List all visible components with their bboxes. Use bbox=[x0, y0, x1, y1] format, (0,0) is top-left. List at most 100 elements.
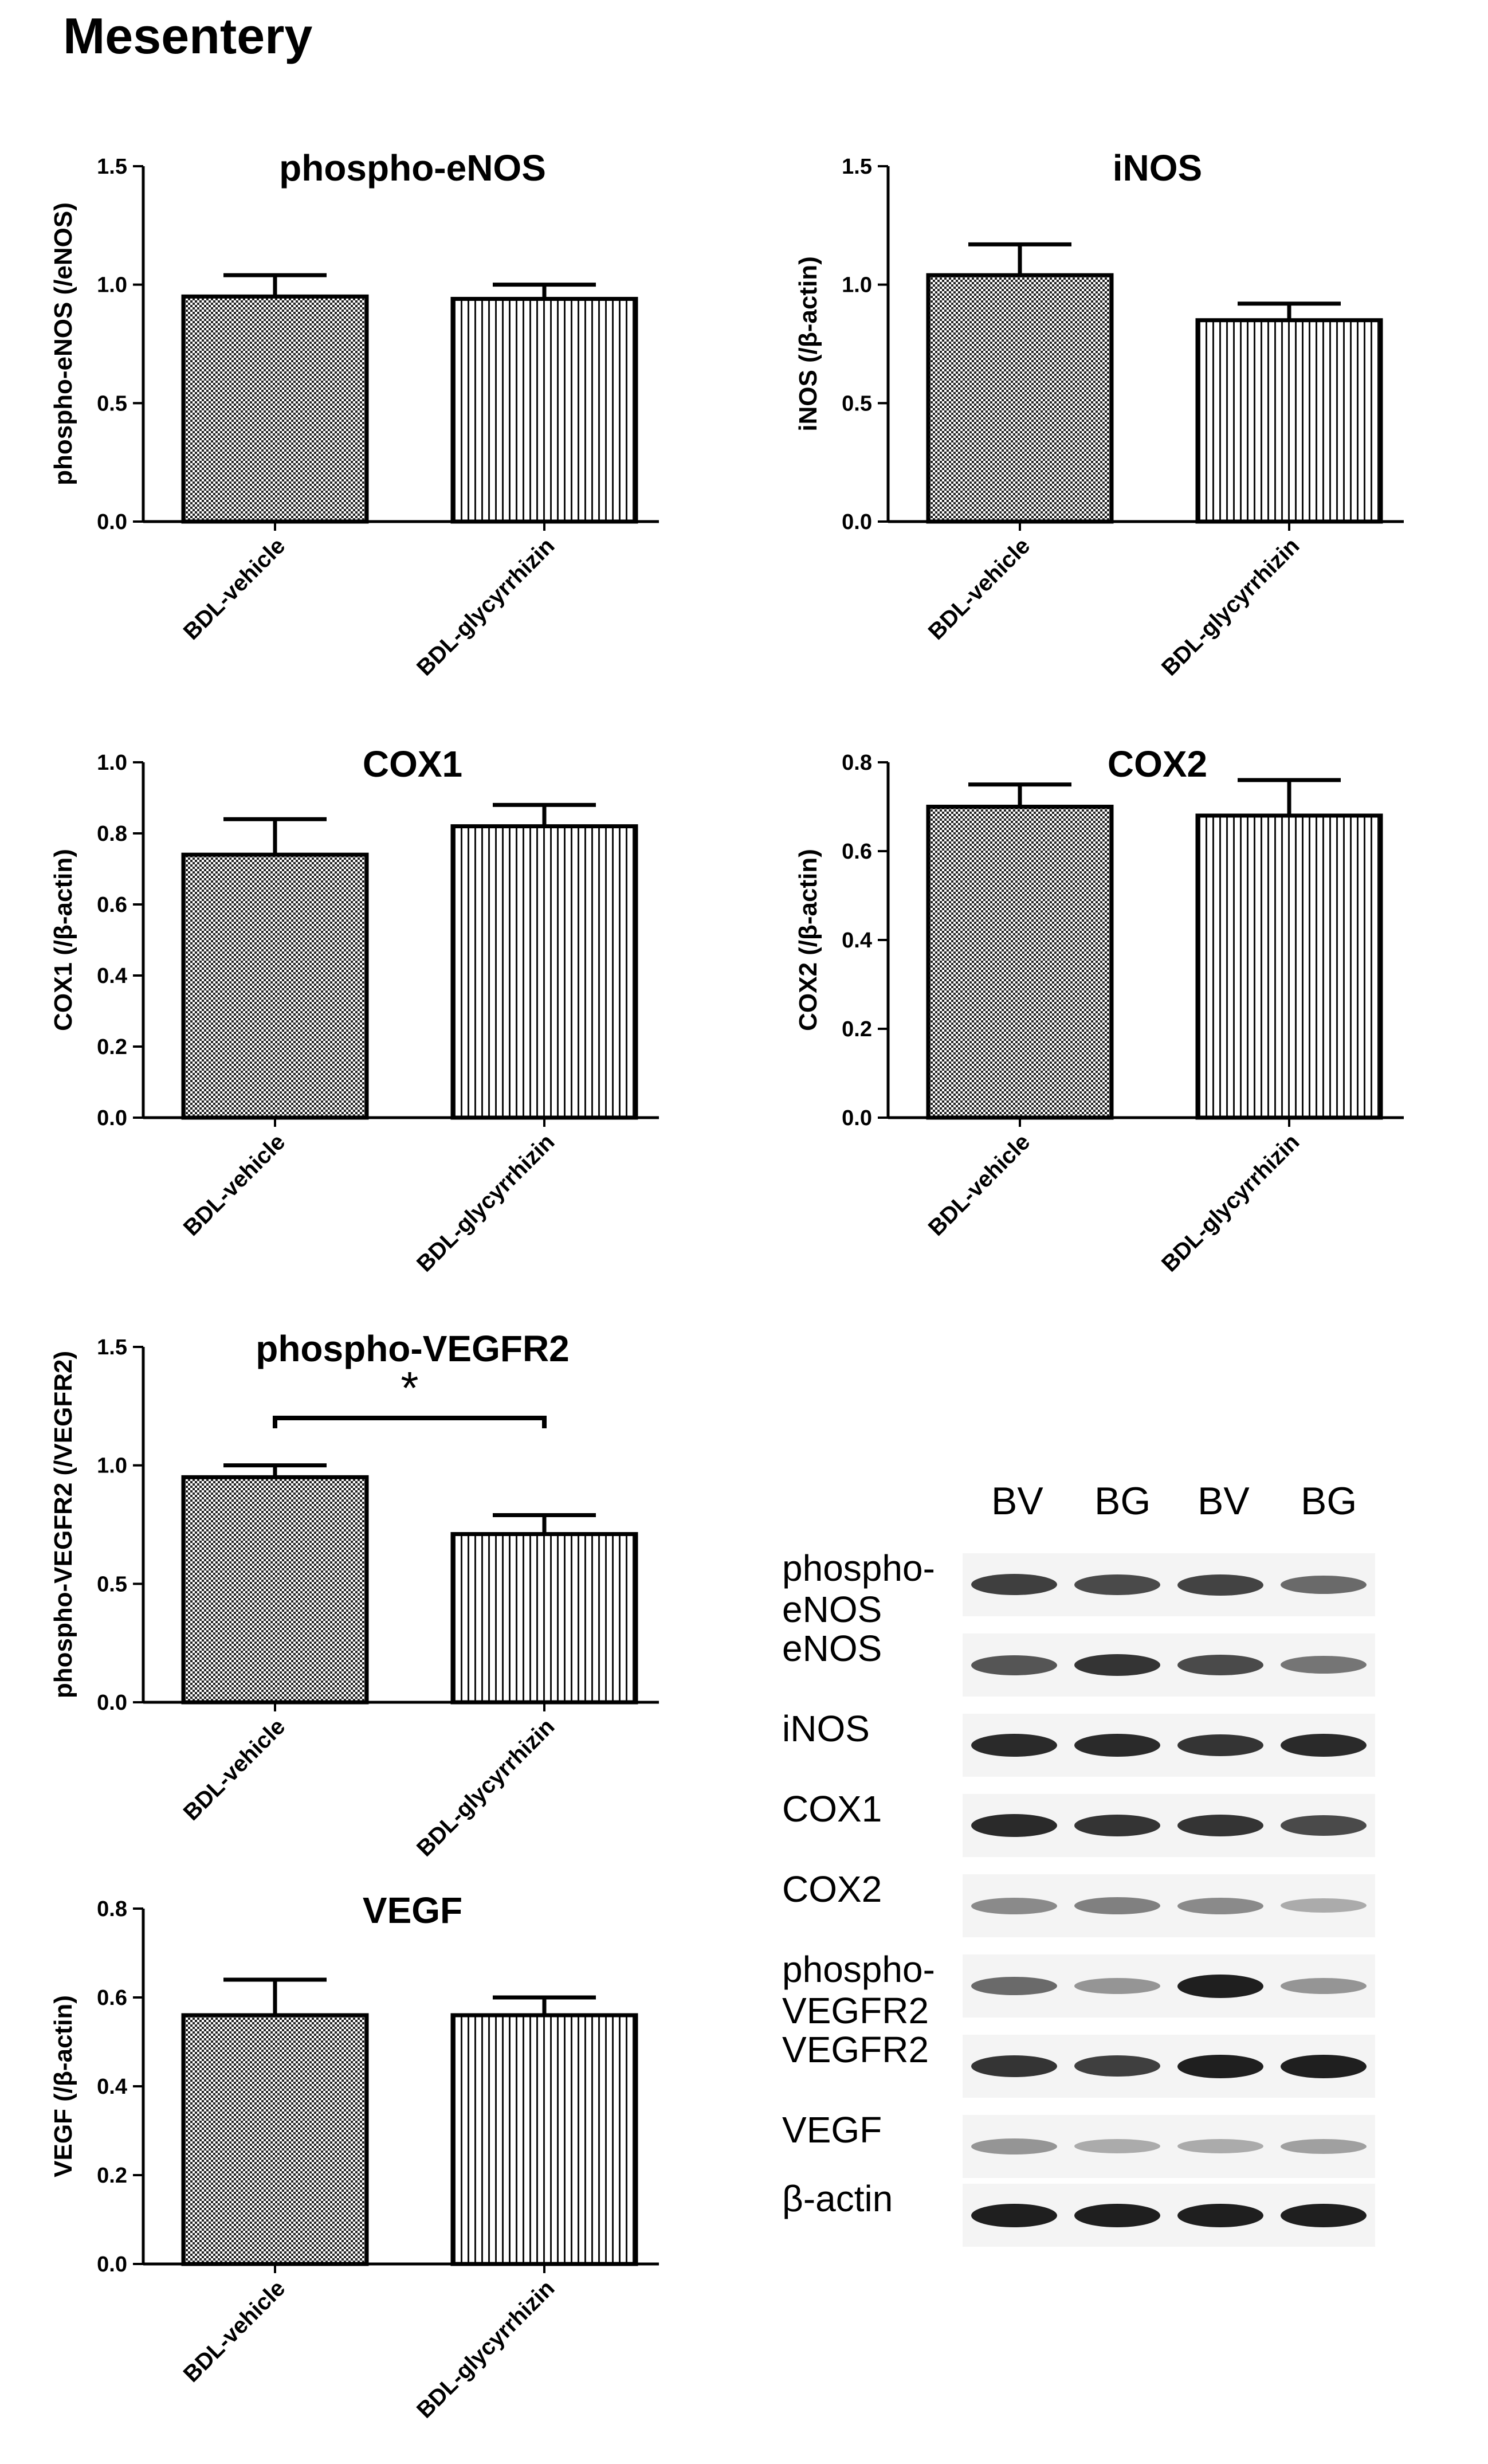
bar bbox=[450, 1532, 638, 1705]
x-tick-label: BDL-glycyrrhizin bbox=[1157, 1129, 1304, 1276]
y-tick-label: 0.8 bbox=[842, 751, 872, 775]
x-tick-label: BDL-glycyrrhizin bbox=[412, 1714, 559, 1861]
chart-title: iNOS bbox=[1113, 147, 1202, 189]
x-tick-label: BDL-glycyrrhizin bbox=[412, 533, 559, 680]
blot-band bbox=[971, 1574, 1057, 1595]
y-tick-label: 0.0 bbox=[97, 1106, 127, 1130]
y-tick-label: 0.5 bbox=[97, 391, 127, 416]
blot-band bbox=[1177, 1734, 1263, 1756]
y-axis-label: VEGF (/β-actin) bbox=[49, 1995, 77, 2177]
x-tick-label: BDL-vehicle bbox=[179, 2275, 290, 2387]
blot-band bbox=[1281, 2055, 1367, 2078]
x-tick-label: BDL-vehicle bbox=[179, 1129, 290, 1241]
bar bbox=[1195, 318, 1383, 524]
blot-band bbox=[1281, 1898, 1367, 1913]
page-title: Mesentery bbox=[63, 7, 313, 64]
blot-band bbox=[1177, 1898, 1263, 1914]
y-axis-label: iNOS (/β-actin) bbox=[794, 256, 822, 432]
bar bbox=[181, 1475, 369, 1705]
blot-lane-label: BG bbox=[1094, 1479, 1151, 1523]
blot-row-label: β-actin bbox=[782, 2178, 893, 2219]
blot-band bbox=[1074, 1574, 1160, 1595]
y-tick-label: 1.5 bbox=[97, 1335, 127, 1360]
blot-band bbox=[1074, 1815, 1160, 1836]
blot-row-label: VEGF bbox=[782, 2109, 882, 2150]
blot-band bbox=[1281, 1576, 1367, 1594]
y-axis-label: COX1 (/β-actin) bbox=[49, 849, 77, 1031]
y-tick-label: 0.4 bbox=[97, 964, 127, 988]
y-tick-label: 0.4 bbox=[842, 929, 872, 953]
blot-band bbox=[1177, 2139, 1263, 2153]
blot-band bbox=[1281, 1734, 1367, 1757]
y-tick-label: 0.0 bbox=[97, 510, 127, 534]
blot-band bbox=[971, 1655, 1057, 1675]
blot-band bbox=[1281, 2204, 1367, 2227]
x-tick-label: BDL-glycyrrhizin bbox=[1157, 533, 1304, 680]
western-blot-panel: BV BG BV BG phospho- eNOS eNOS iNOS COX1 COX2 pho… bbox=[779, 1467, 1467, 2270]
bar bbox=[450, 296, 638, 524]
blot-band bbox=[971, 1977, 1057, 1995]
chart-vegf: VEGF VEGF (/β-actin) 0.0 0.2 0.4 0.6 0.8 BDL-ve… bbox=[49, 1890, 659, 2423]
blot-row-label: phospho- eNOS bbox=[782, 1548, 935, 1630]
blot-band bbox=[1177, 2055, 1263, 2078]
y-tick-label: 1.0 bbox=[97, 1454, 127, 1478]
chart-title: phospho-VEGFR2 bbox=[256, 1328, 570, 1369]
significance-marker: * bbox=[401, 1362, 418, 1413]
y-axis-label: phospho-eNOS (/eNOS) bbox=[49, 202, 77, 485]
y-tick-label: 0.0 bbox=[842, 1106, 872, 1130]
blot-lane-label: BV bbox=[991, 1479, 1043, 1523]
y-tick-label: 1.0 bbox=[97, 751, 127, 775]
bar bbox=[181, 294, 369, 524]
y-tick-label: 1.0 bbox=[97, 273, 127, 297]
x-tick-label: BDL-vehicle bbox=[179, 1714, 290, 1826]
y-tick-label: 0.6 bbox=[97, 893, 127, 917]
blot-band bbox=[1074, 2204, 1160, 2227]
x-tick-label: BDL-vehicle bbox=[924, 1129, 1035, 1241]
blot-row-label: iNOS bbox=[782, 1708, 870, 1749]
blot-band bbox=[1074, 1734, 1160, 1757]
significance-bracket bbox=[273, 1416, 547, 1428]
blot-band bbox=[971, 1898, 1057, 1914]
chart-cox2: COX2 COX2 (/β-actin) 0.0 0.2 0.4 0.6 0.8 BDL-ve… bbox=[794, 743, 1404, 1277]
blot-band bbox=[1074, 2055, 1160, 2077]
blot-row-label: VEGFR2 bbox=[782, 2029, 929, 2070]
bar bbox=[1195, 813, 1383, 1120]
y-tick-label: 0.2 bbox=[842, 1017, 872, 1041]
blot-row-label: eNOS bbox=[782, 1628, 882, 1669]
x-tick-label: BDL-vehicle bbox=[179, 533, 290, 645]
bar bbox=[450, 824, 638, 1120]
blot-band bbox=[971, 2138, 1057, 2154]
blot-band bbox=[1177, 2204, 1263, 2227]
blot-band bbox=[1177, 1655, 1263, 1675]
x-tick-label: BDL-vehicle bbox=[924, 533, 1035, 645]
blot-band bbox=[1074, 2139, 1160, 2153]
bar bbox=[926, 805, 1114, 1120]
blot-band bbox=[971, 2055, 1057, 2077]
blot-band bbox=[1281, 1978, 1367, 1994]
blot-row-label: COX2 bbox=[782, 1868, 882, 1910]
blot-band bbox=[1177, 1815, 1263, 1836]
blot-row-label: COX1 bbox=[782, 1788, 882, 1830]
chart-cox1: COX1 COX1 (/β-actin) 0.0 0.2 0.4 0.6 0.8 1.0 BDL… bbox=[49, 743, 659, 1277]
bar bbox=[181, 2013, 369, 2266]
y-tick-label: 0.8 bbox=[97, 822, 127, 846]
blot-band bbox=[1177, 1975, 1263, 1998]
chart-title: phospho-eNOS bbox=[279, 147, 546, 189]
blot-band bbox=[971, 1734, 1057, 1757]
y-tick-label: 0.8 bbox=[97, 1897, 127, 1921]
chart-phospho-enos: phospho-eNOS phospho-eNOS (/eNOS) 0.0 0.5 1.… bbox=[49, 147, 659, 681]
blot-band bbox=[971, 1814, 1057, 1837]
blot-lane-label: BV bbox=[1198, 1479, 1250, 1523]
blot-band bbox=[1281, 2139, 1367, 2154]
y-tick-label: 1.5 bbox=[842, 155, 872, 179]
y-tick-label: 0.0 bbox=[97, 1691, 127, 1715]
y-tick-label: 1.0 bbox=[842, 273, 872, 297]
blot-band bbox=[1074, 1978, 1160, 1994]
blot-lane-label: BG bbox=[1301, 1479, 1357, 1523]
blot-band bbox=[1281, 1656, 1367, 1674]
y-tick-label: 1.5 bbox=[97, 155, 127, 179]
chart-title: COX1 bbox=[363, 743, 462, 785]
bar bbox=[926, 273, 1114, 524]
y-axis-label: COX2 (/β-actin) bbox=[794, 849, 822, 1031]
chart-title: COX2 bbox=[1108, 743, 1207, 785]
